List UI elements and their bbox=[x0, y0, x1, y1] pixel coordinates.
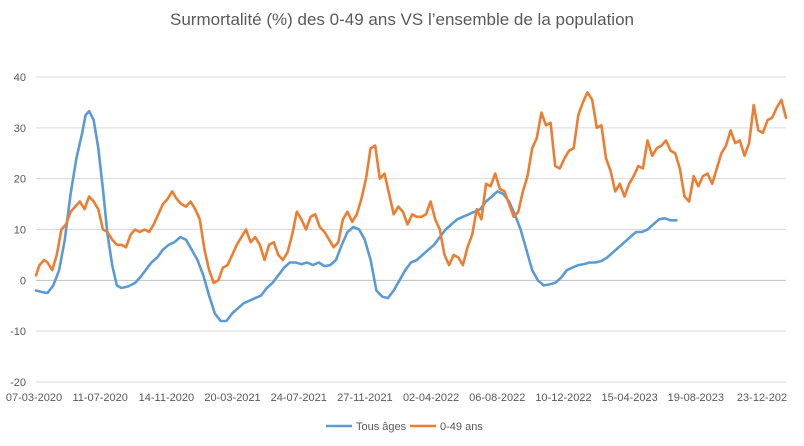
x-tick-label: 10-12-2022 bbox=[535, 392, 591, 404]
x-tick-label: 20-03-2021 bbox=[204, 392, 260, 404]
x-tick-label: 11-07-2020 bbox=[72, 392, 127, 404]
chart-title: Surmortalité (%) des 0-49 ans VS l’ensem… bbox=[170, 10, 634, 29]
y-tick-label: 0 bbox=[20, 275, 26, 287]
series-line-1 bbox=[34, 91, 788, 285]
x-tick-label: 24-07-2021 bbox=[271, 392, 327, 404]
x-tick-label: 19-08-2023 bbox=[668, 392, 724, 404]
y-tick-label: 30 bbox=[14, 123, 26, 135]
y-axis-tick-labels: -20 -10 0 10 20 30 40 bbox=[10, 72, 26, 389]
legend-label: Tous âges bbox=[356, 421, 407, 433]
y-tick-label: -20 bbox=[10, 377, 26, 389]
legend: Tous âges 0-49 ans bbox=[326, 421, 483, 433]
gridlines bbox=[36, 76, 786, 383]
x-tick-label: 02-04-2022 bbox=[403, 392, 459, 404]
series-lines bbox=[34, 91, 788, 323]
series-line-0 bbox=[34, 109, 678, 323]
legend-label: 0-49 ans bbox=[440, 421, 483, 433]
y-tick-label: 40 bbox=[14, 72, 26, 84]
y-tick-label: 10 bbox=[14, 225, 26, 237]
x-tick-label: 15-04-2023 bbox=[601, 392, 657, 404]
x-tick-label: 07-03-2020 bbox=[6, 392, 62, 404]
x-tick-label: 23-12-202 bbox=[737, 392, 787, 404]
y-tick-label: -10 bbox=[10, 326, 26, 338]
x-tick-label: 14-11-2020 bbox=[139, 392, 194, 404]
x-tick-label: 27-11-2021 bbox=[337, 392, 392, 404]
x-tick-label: 06-08-2022 bbox=[469, 392, 525, 404]
x-axis-tick-labels: 07-03-2020 11-07-2020 14-11-2020 20-03-2021… bbox=[6, 392, 787, 404]
y-tick-label: 20 bbox=[14, 174, 26, 186]
